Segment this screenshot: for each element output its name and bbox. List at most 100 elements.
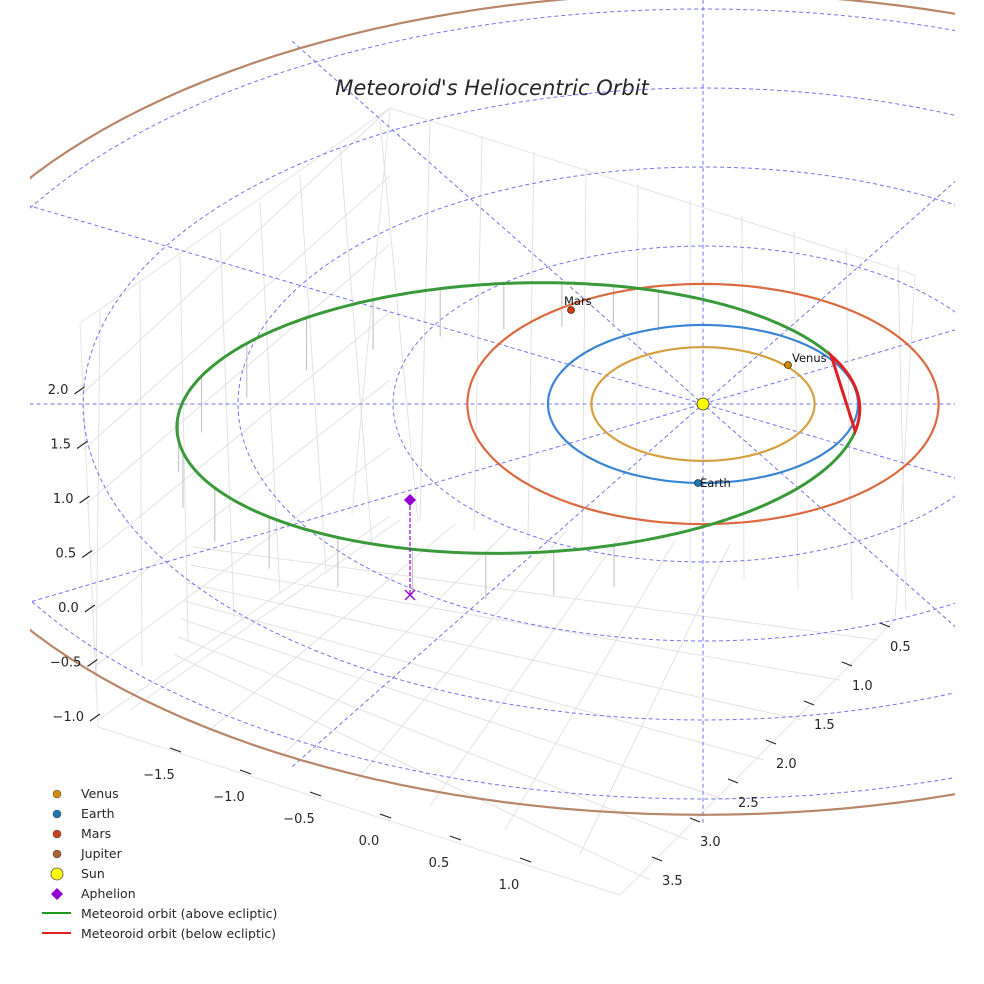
y-tick	[651, 856, 663, 862]
x-tick-label: 1.0	[499, 878, 520, 893]
x-tick-label: 0.0	[359, 834, 380, 849]
grid-line-z	[82, 175, 391, 451]
meteoroid-orbit-below	[827, 350, 862, 436]
grid-line-floor	[579, 543, 731, 855]
grid-line-z	[91, 379, 391, 613]
grid-line-vertical	[527, 151, 535, 541]
pane-edge-right	[894, 274, 916, 621]
grid-line-vertical	[179, 255, 189, 643]
y-tick-label: 0.5	[890, 640, 911, 655]
axes-panes	[79, 107, 916, 896]
grid-line-floor	[174, 654, 651, 881]
y-tick-label: 2.5	[738, 796, 759, 811]
pane-edge-y	[619, 619, 896, 896]
legend-label: Aphelion	[81, 886, 136, 901]
grid-line-vertical	[473, 135, 483, 531]
x-tick-label: 0.5	[429, 856, 450, 871]
z-tick-label: −0.5	[50, 656, 82, 671]
y-tick-label: 3.5	[662, 874, 683, 889]
legend-marker-venus	[52, 789, 62, 799]
z-tick-label: −1.0	[52, 710, 84, 725]
pane-edge-back-right	[389, 107, 916, 276]
grid-line-floor	[279, 527, 511, 759]
z-tick-label: 0.5	[56, 547, 77, 562]
planet-orbits	[30, 0, 955, 816]
legend-label: Meteoroid orbit (below ecliptic)	[81, 926, 276, 941]
chart-title: Meteoroid's Heliocentric Orbit	[335, 76, 649, 100]
bodies: Venus Earth Mars	[404, 294, 827, 601]
legend-label: Mars	[81, 826, 111, 841]
legend-marker-sun	[50, 867, 64, 881]
legend: Venus Earth Mars Jupiter Sun Aphelion Meteoroi…	[42, 786, 277, 941]
planet-earth	[694, 479, 702, 487]
z-tick	[76, 441, 88, 449]
grid-line-vertical	[259, 201, 281, 595]
y-tick-label: 1.5	[814, 718, 835, 733]
x-tick	[379, 813, 392, 819]
grid-line-vertical	[897, 263, 907, 611]
pane-edge-x	[97, 726, 621, 896]
grid-line-floor	[354, 531, 566, 783]
grid-line-vertical	[635, 183, 639, 561]
legend-marker-aphelion	[51, 888, 63, 900]
grid-line-z	[79, 107, 391, 397]
y-tick	[727, 778, 739, 784]
aphelion-marker	[404, 494, 416, 506]
x-tick	[449, 835, 462, 841]
ecliptic-ring	[392, 245, 955, 563]
planet-label-venus: Venus	[792, 351, 827, 365]
ecliptic-polar-grid	[30, 0, 955, 823]
pane-edge-left	[79, 322, 99, 728]
z-tick	[74, 386, 85, 395]
z-tick	[81, 550, 93, 558]
z-tick	[89, 713, 101, 722]
grid-line-z	[97, 515, 391, 721]
pane-edge-back-left	[79, 107, 391, 324]
z-tick	[87, 659, 98, 667]
x-tick-label: −0.5	[283, 812, 315, 827]
sun-marker	[696, 397, 710, 411]
grid-line-floor	[186, 582, 803, 721]
legend-label: Sun	[81, 866, 105, 881]
ecliptic-ring	[237, 166, 955, 642]
grid-line-vertical	[95, 309, 101, 691]
y-tick	[765, 739, 777, 745]
y-tick	[879, 622, 891, 628]
z-tick-label: 1.5	[50, 438, 71, 453]
background-gridlines	[79, 107, 907, 881]
z-tick-label: 0.0	[58, 601, 79, 616]
planet-venus	[784, 361, 792, 369]
aphelion-projection-marker	[404, 589, 416, 601]
x-tick	[309, 791, 322, 797]
grid-line-floor	[429, 535, 621, 807]
grid-line-floor	[192, 546, 879, 641]
grid-line-vertical	[299, 174, 327, 571]
grid-line-floor	[189, 564, 841, 681]
x-tick-label: −1.0	[213, 790, 245, 805]
grid-line-vertical	[139, 282, 143, 667]
grid-line-vertical	[419, 119, 431, 521]
y-tick	[803, 700, 815, 706]
grid-line-vertical	[845, 247, 853, 601]
y-tick	[689, 817, 701, 823]
y-tick	[841, 661, 853, 667]
x-tick	[519, 857, 532, 863]
legend-label: Jupiter	[80, 846, 123, 861]
z-tick-label: 2.0	[48, 383, 69, 398]
orbit-venus	[590, 345, 816, 463]
legend-marker-mars	[52, 829, 62, 839]
orbit-jupiter	[30, 0, 955, 816]
grid-line-floor	[177, 636, 689, 841]
grid-line-vertical	[793, 231, 799, 591]
z-tick-label: 1.0	[53, 492, 74, 507]
legend-label: Venus	[81, 786, 119, 801]
grid-line-vertical	[741, 215, 745, 581]
axis-ticks: −1.0 −0.5 0.0 0.5 1.0 1.5 2.0 −1.5 −1.0 −0.5 0.0 0.…	[48, 383, 911, 893]
meteoroid-drop-lines	[178, 282, 659, 600]
planet-label-earth: Earth	[700, 476, 731, 490]
x-tick	[169, 747, 182, 753]
orbit-mars	[466, 282, 940, 526]
grid-line-z	[88, 311, 391, 559]
y-tick-label: 2.0	[776, 757, 797, 772]
